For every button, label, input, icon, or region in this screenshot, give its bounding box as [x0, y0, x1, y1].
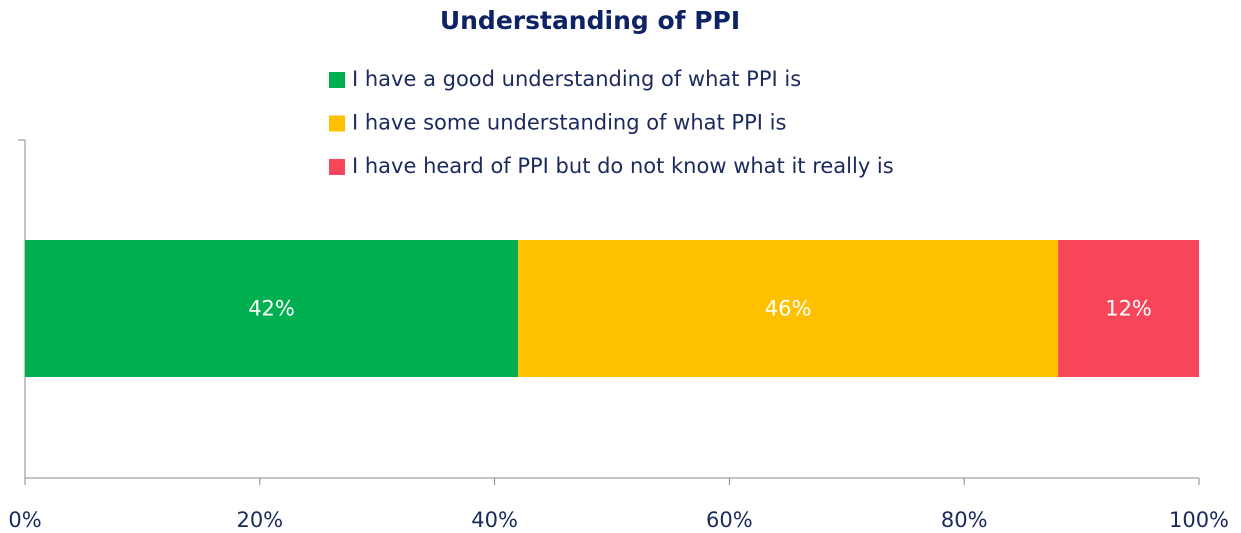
x-tick-label: 40%	[471, 508, 518, 532]
bar-segment	[25, 240, 519, 377]
legend-swatch	[329, 159, 345, 175]
legend-swatch	[329, 115, 345, 132]
bar-segment	[1058, 240, 1199, 377]
x-tick-label: 20%	[236, 508, 283, 532]
legend-label: I have a good understanding of what PPI …	[352, 67, 801, 91]
x-tick-label: 60%	[706, 508, 753, 532]
chart-title: Understanding of PPI	[440, 6, 740, 35]
data-label: 46%	[765, 297, 812, 321]
x-tick-label: 100%	[1169, 508, 1229, 532]
data-label: 42%	[248, 297, 295, 321]
x-tick-label: 0%	[8, 508, 41, 532]
bar-segment	[518, 240, 1059, 377]
legend-label: I have some understanding of what PPI is	[352, 111, 786, 135]
legend-label: I have heard of PPI but do not know what…	[352, 154, 894, 178]
x-tick-label: 80%	[941, 508, 988, 532]
legend-swatch	[329, 72, 345, 88]
data-label: 12%	[1105, 297, 1152, 321]
